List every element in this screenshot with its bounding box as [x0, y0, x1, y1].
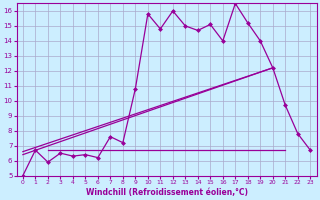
X-axis label: Windchill (Refroidissement éolien,°C): Windchill (Refroidissement éolien,°C) — [85, 188, 248, 197]
